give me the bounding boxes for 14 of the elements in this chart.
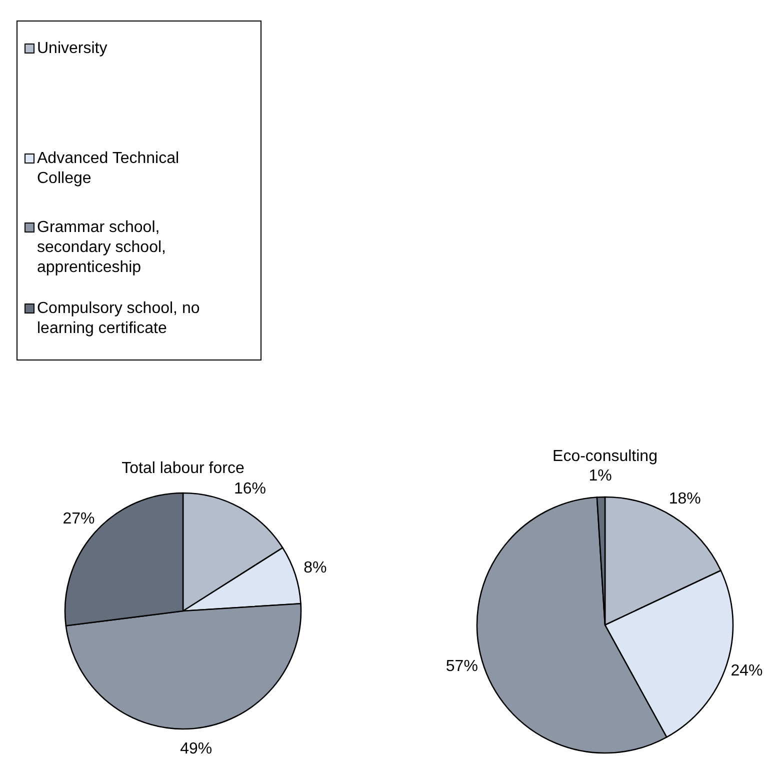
data-label: 18% bbox=[668, 490, 701, 508]
legend-label: Grammar school, secondary school, apprenticeship bbox=[37, 219, 166, 276]
text: Total labour force bbox=[122, 460, 244, 477]
data-label: 16% bbox=[234, 480, 266, 498]
chart-title: Eco-consulting bbox=[552, 448, 658, 465]
data-label: 49% bbox=[180, 740, 212, 758]
legend-label: Advanced Technical College bbox=[37, 150, 180, 187]
data-label: 57% bbox=[446, 658, 478, 675]
legend-label: Compulsory school, no learning certificate bbox=[37, 300, 200, 337]
data-label: 24% bbox=[730, 662, 763, 680]
data-label: 1% bbox=[588, 467, 612, 484]
data-label: 27% bbox=[62, 510, 95, 528]
data-label: 8% bbox=[304, 559, 327, 576]
legend-label: University bbox=[37, 40, 108, 57]
